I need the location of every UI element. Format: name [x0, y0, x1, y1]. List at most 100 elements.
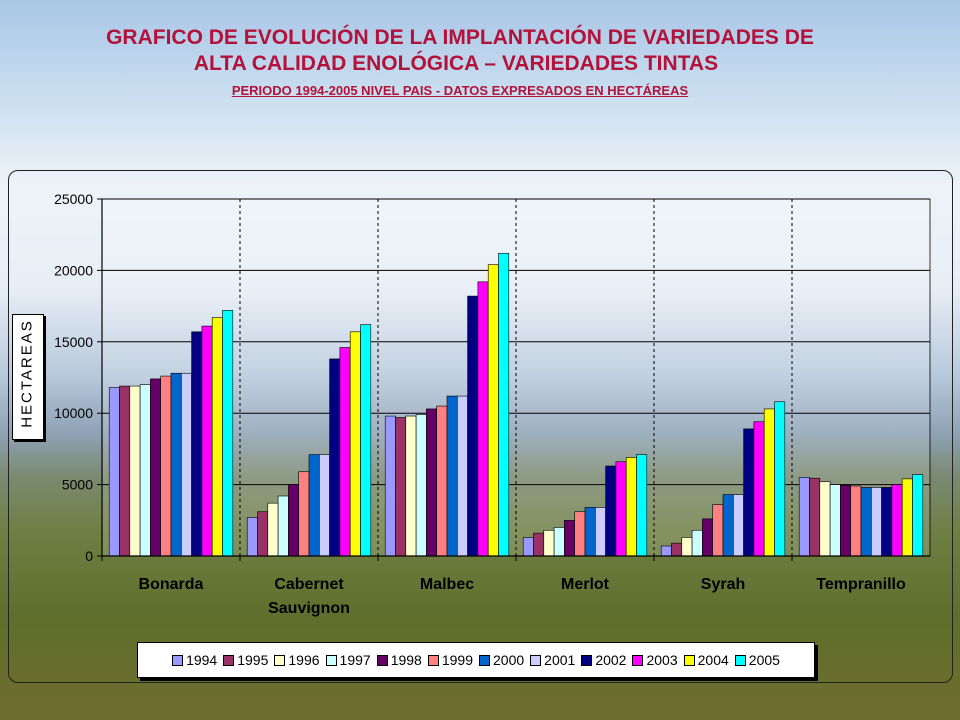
title-line-1: GRAFICO DE EVOLUCIÓN DE LA IMPLANTACIÓN …	[106, 26, 814, 49]
bar-1996	[129, 385, 141, 557]
plot-area	[102, 199, 930, 556]
legend-label: 2005	[748, 652, 780, 668]
y-tick-label: 5000	[62, 477, 93, 493]
bar-2001	[318, 454, 330, 557]
bar-2000	[308, 454, 320, 557]
legend-label: 1994	[186, 652, 218, 668]
bar-1994	[384, 415, 396, 557]
plot-frame	[101, 198, 931, 557]
bar-2000	[446, 395, 458, 557]
bar-2001	[870, 487, 882, 557]
bar-1997	[277, 495, 289, 557]
bar-1998	[564, 519, 576, 557]
y-tick-label: 20000	[54, 262, 93, 278]
bar-1996	[819, 481, 831, 557]
x-category-label: Malbec	[420, 576, 474, 593]
bar-2005	[636, 454, 648, 557]
legend-item-1999: 1999	[427, 652, 473, 668]
bar-1998	[426, 408, 437, 557]
bar-2005	[774, 401, 786, 557]
bar-1997	[691, 529, 703, 557]
y-axis-label-box: HECTAREAS	[12, 314, 44, 440]
bar-1995	[257, 511, 269, 557]
bar-1996	[543, 529, 555, 557]
bar-2003	[891, 484, 903, 557]
bar-2001	[594, 507, 606, 557]
bar-2004	[901, 478, 913, 557]
y-axis-label: HECTAREAS	[18, 319, 36, 428]
legend-label: 2000	[493, 652, 525, 668]
y-tick-label: 25000	[54, 191, 93, 207]
bar-2002	[467, 295, 479, 557]
bar-1996	[267, 502, 279, 557]
bar-1999	[160, 375, 172, 557]
x-category-label: Cabernet	[274, 576, 344, 593]
bar-2000	[860, 487, 872, 557]
bar-2001	[732, 494, 744, 557]
legend-swatch	[325, 654, 337, 666]
x-category-label: Tempranillo	[816, 576, 906, 593]
legend-item-2002: 2002	[581, 652, 626, 668]
bar-1995	[533, 532, 545, 557]
bar-2002	[881, 487, 893, 557]
bar-1998	[702, 518, 714, 557]
legend-label: 2002	[595, 652, 627, 668]
legend-label: 1995	[237, 652, 269, 668]
legend-item-1997: 1997	[325, 652, 371, 668]
subtitle-period: PERIODO 1994-2005 NIVEL PAIS - DATOS EXP…	[231, 83, 689, 98]
legend-swatch	[530, 654, 542, 666]
bar-1994	[246, 517, 258, 557]
bar-1995	[395, 417, 407, 557]
bar-2005	[360, 324, 372, 557]
bar-2003	[339, 347, 351, 557]
bar-2002	[605, 465, 617, 557]
bar-1994	[660, 545, 672, 557]
bar-2005	[222, 310, 234, 557]
bar-2002	[743, 428, 755, 557]
bar-2000	[722, 494, 734, 557]
bar-1997	[829, 484, 841, 557]
x-category-label: Merlot	[561, 576, 610, 593]
bar-1999	[850, 485, 862, 557]
legend-swatch	[734, 654, 746, 666]
bar-1996	[681, 537, 693, 557]
legend-item-2004: 2004	[683, 652, 729, 668]
legend-label: 1998	[390, 652, 422, 668]
legend-swatch	[632, 654, 644, 666]
chart-panel	[8, 170, 953, 683]
bar-2000	[170, 372, 182, 557]
bar-2003	[753, 421, 765, 557]
bar-1999	[298, 471, 310, 557]
bar-1994	[522, 537, 534, 557]
bar-2001	[181, 372, 192, 557]
bar-1998	[288, 484, 299, 557]
bar-2002	[191, 331, 203, 557]
bar-1997	[139, 384, 151, 557]
bar-1994	[108, 387, 120, 557]
bar-2004	[763, 408, 775, 557]
bar-1995	[119, 385, 131, 557]
bar-2003	[615, 461, 627, 557]
legend-label: 2001	[544, 652, 576, 668]
x-category-label: Bonarda	[139, 576, 204, 593]
y-tick-label: 0	[85, 548, 93, 564]
legend-swatch	[427, 654, 439, 666]
legend-item-2005: 2005	[734, 652, 780, 668]
legend-label: 1996	[288, 652, 320, 668]
bar-2003	[477, 281, 489, 557]
legend-label: 1999	[441, 652, 473, 668]
legend-item-1998: 1998	[376, 652, 422, 668]
bar-2004	[625, 457, 637, 557]
legend-swatch	[683, 654, 695, 666]
legend-swatch	[274, 654, 286, 666]
bar-1999	[574, 511, 586, 557]
bar-1997	[553, 527, 565, 557]
legend-swatch	[479, 654, 490, 666]
bar-2004	[349, 331, 361, 557]
bar-2000	[584, 507, 596, 557]
y-tick-label: 10000	[54, 405, 93, 421]
bar-1999	[436, 405, 448, 557]
bar-1998	[150, 378, 161, 557]
x-category-label: Sauvignon	[268, 600, 350, 617]
